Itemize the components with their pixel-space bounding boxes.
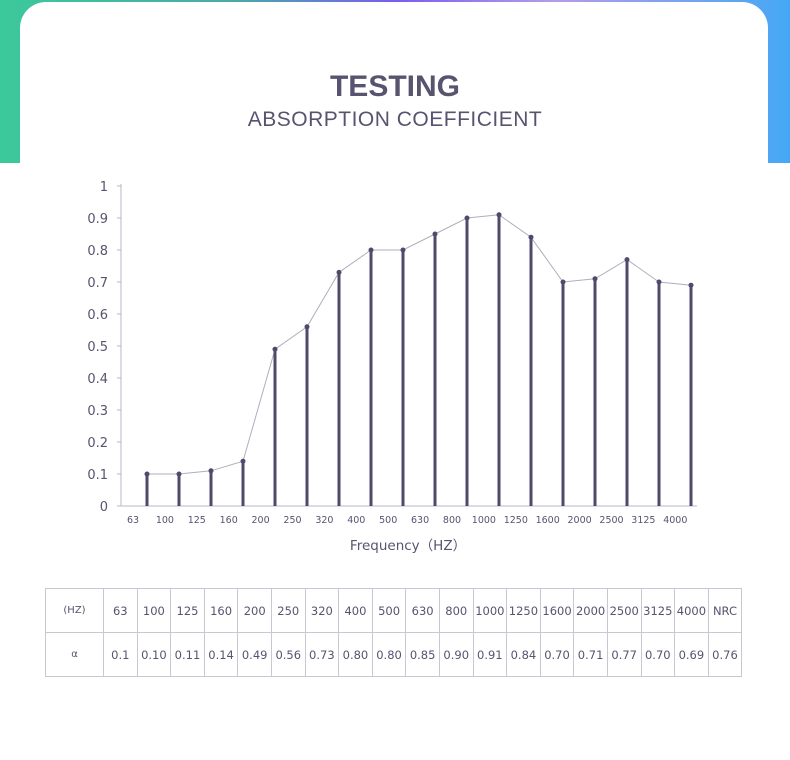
x-tick-label: 200 [252, 515, 270, 526]
data-point [624, 257, 630, 263]
frequency-cell: 400 [338, 588, 373, 633]
coefficient-cell: 0.10 [136, 632, 172, 677]
coefficient-cell: 0.91 [472, 632, 508, 677]
frequency-cell: 100 [136, 588, 172, 633]
x-tick-label: 630 [411, 515, 429, 526]
header-card [20, 2, 768, 182]
coefficient-cell: 0.70 [539, 632, 575, 677]
y-tick-label: 1 [100, 180, 108, 195]
coefficient-cell: 0.71 [573, 632, 608, 677]
coefficient-cell: 0.1 [103, 632, 138, 677]
y-tick-label: 0.7 [87, 276, 108, 291]
y-tick-label: 0.4 [87, 372, 108, 387]
x-tick-label: 2000 [568, 515, 592, 526]
y-tick-label: 0.2 [87, 436, 108, 451]
page-title: TESTING [329, 70, 460, 103]
data-point [368, 247, 374, 253]
x-tick-label: 125 [188, 515, 206, 526]
x-tick-label: 63 [127, 515, 139, 526]
coefficient-cell: 0.14 [203, 632, 239, 677]
coefficient-cell: 0.77 [606, 632, 642, 677]
coefficient-table: (HZ) 63 100 125 160 200 250 320 400 500 630 800 100… [45, 588, 743, 677]
y-tick-label: 0.9 [87, 212, 108, 227]
coefficient-cell: 0.80 [371, 632, 407, 677]
coefficient-cell: 0.90 [438, 632, 474, 677]
coefficient-cell: 0.11 [170, 632, 205, 677]
absorption-chart: 0 0.1 0.2 0.3 0.4 0.5 0.6 0.7 0.8 0.9 1 63 100 125 160… [87, 180, 697, 554]
frequency-header: (HZ) [45, 588, 104, 633]
frequency-cell: 4000 [674, 588, 709, 633]
x-tick-label: 3125 [631, 515, 655, 526]
x-tick-label: 1000 [472, 515, 496, 526]
data-point [400, 247, 406, 253]
data-point [144, 471, 150, 477]
frequency-row: (HZ) 63 100 125 160 200 250 320 400 500 630 800 100… [45, 588, 743, 633]
coefficient-cell: 0.76 [707, 632, 743, 677]
data-point [496, 212, 502, 218]
series-line [147, 214, 692, 475]
y-tick-label: 0.3 [87, 404, 108, 419]
frequency-cell: 63 [103, 588, 138, 633]
y-tick-label: 0 [100, 500, 108, 515]
coefficient-cell: 0.70 [640, 632, 676, 677]
x-tick-label: 500 [379, 515, 397, 526]
coefficient-cell: 0.73 [304, 632, 340, 677]
data-point [592, 276, 598, 282]
y-tick-label: 0.5 [87, 340, 108, 355]
coefficient-cell: 0.56 [270, 632, 306, 677]
x-tick-label: 1250 [504, 515, 528, 526]
data-point [560, 279, 566, 285]
x-tick-label: 250 [283, 515, 301, 526]
x-tick-label: 2500 [599, 515, 623, 526]
frequency-cell: 250 [270, 588, 306, 633]
data-point [656, 279, 662, 285]
x-tick-label: 1600 [536, 515, 560, 526]
coefficient-cell: 0.80 [338, 632, 373, 677]
frequency-cell: 1250 [506, 588, 541, 633]
data-point [688, 282, 694, 288]
frequency-cell: 500 [371, 588, 407, 633]
frequency-cell: 630 [405, 588, 440, 633]
coefficient-cell: 0.69 [674, 632, 709, 677]
coefficient-cell: 0.49 [237, 632, 272, 677]
x-tick-label: 320 [315, 515, 333, 526]
data-point [528, 234, 534, 240]
frequency-cell: 1600 [539, 588, 575, 633]
data-point [208, 468, 214, 474]
alpha-header: α [45, 632, 104, 677]
coefficient-cell: 0.85 [405, 632, 440, 677]
frequency-cell: 125 [170, 588, 205, 633]
frequency-cell: 200 [237, 588, 272, 633]
frequency-cell: 1000 [472, 588, 508, 633]
y-tick-label: 0.6 [87, 308, 108, 323]
x-tick-label: 4000 [663, 515, 687, 526]
data-point [304, 324, 310, 330]
coefficient-cell: 0.84 [506, 632, 541, 677]
data-point [176, 471, 182, 477]
data-point [432, 231, 438, 237]
y-tick-label: 0.8 [87, 244, 108, 259]
coefficient-row: α 0.1 0.10 0.11 0.14 0.49 0.56 0.73 0.80 0.80 0.8… [45, 632, 743, 677]
x-axis-label: Frequency（HZ） [350, 538, 466, 554]
data-point [464, 215, 470, 221]
frequency-cell: 3125 [640, 588, 676, 633]
data-point [240, 458, 246, 464]
x-tick-label: 800 [443, 515, 461, 526]
frequency-cell: 800 [438, 588, 474, 633]
x-tick-label: 100 [156, 515, 174, 526]
frequency-cell: 2500 [606, 588, 642, 633]
data-point [272, 346, 278, 352]
x-tick-label: 160 [220, 515, 238, 526]
page-subtitle: ABSORPTION COEFFICIENT [247, 108, 543, 131]
frequency-cell: 2000 [573, 588, 608, 633]
y-tick-label: 0.1 [87, 468, 108, 483]
x-tick-label: 400 [347, 515, 365, 526]
frequency-cell: 160 [203, 588, 239, 633]
frequency-cell: NRC [707, 588, 743, 633]
data-point [336, 269, 342, 275]
frequency-cell: 320 [304, 588, 340, 633]
